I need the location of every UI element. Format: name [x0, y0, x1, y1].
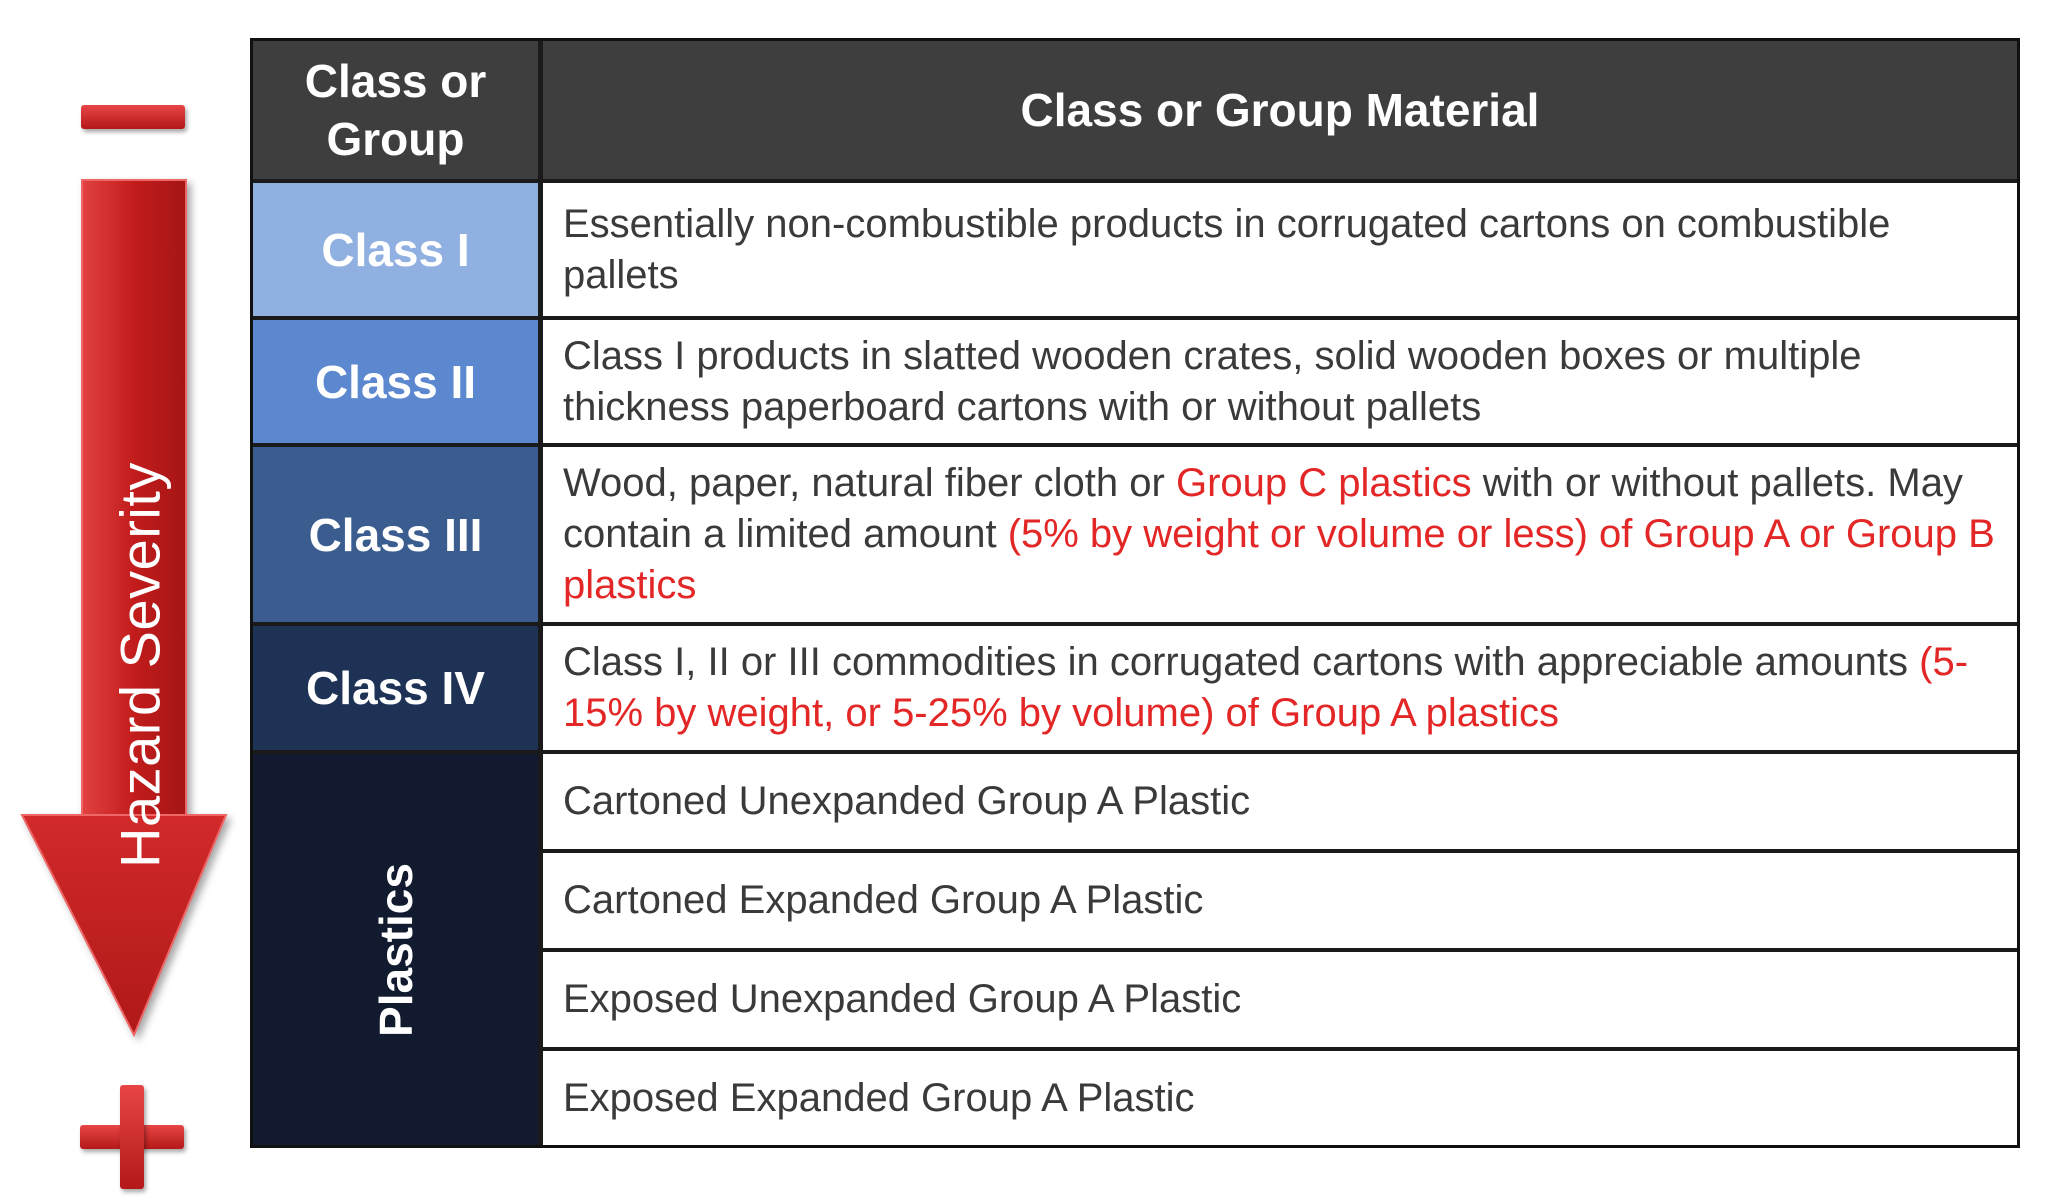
plastics-item: Cartoned Expanded Group A Plastic — [543, 853, 2017, 948]
group-c-plastics-highlight: Group C plastics — [1175, 461, 1472, 505]
class-ii-description-text: Class I products in slatted wooden crate… — [563, 333, 1862, 429]
commodity-class-table: Class or Group Class or Group Material C… — [250, 38, 2020, 1148]
plastics-item: Exposed Expanded Group A Plastic — [543, 1051, 2017, 1145]
class-iii-description: Wood, paper, natural fiber cloth or Grou… — [543, 447, 2017, 622]
class-i-cell: Class I — [253, 183, 538, 316]
plastics-item-text: Cartoned Expanded Group A Plastic — [563, 878, 1204, 922]
plastics-item-text: Cartoned Unexpanded Group A Plastic — [563, 779, 1251, 823]
class-iii-cell: Class III — [253, 447, 538, 622]
down-arrow-icon — [20, 179, 228, 1038]
class-iii-limit-highlight: (5% by weight or volume or less) of Grou… — [563, 512, 1995, 607]
class-ii-cell: Class II — [253, 320, 538, 443]
plastics-label: Plastics — [369, 862, 422, 1037]
plus-icon — [80, 1085, 184, 1189]
class-i-description-text: Essentially non-combustible products in … — [563, 201, 1891, 297]
class-iv-cell: Class IV — [253, 626, 538, 750]
class-iii-text-2: with or without pallets. May contain a l… — [563, 461, 1963, 556]
plastics-item: Cartoned Unexpanded Group A Plastic — [543, 754, 2017, 849]
plastics-item-text: Exposed Expanded Group A Plastic — [563, 1075, 1195, 1120]
class-ii-description: Class I products in slatted wooden crate… — [543, 320, 2017, 443]
class-iv-text-1: Class I, II or III commodities in corrug… — [563, 640, 1920, 684]
class-iv-description: Class I, II or III commodities in corrug… — [543, 626, 2017, 750]
minus-icon — [81, 105, 185, 129]
plastics-item-text: Exposed Unexpanded Group A Plastic — [563, 977, 1242, 1021]
plastics-cell: Plastics — [253, 754, 538, 1145]
class-iv-amount-highlight: (5-15% by weight, or 5-25% by volume) of… — [563, 640, 1969, 735]
header-class-or-group-material: Class or Group Material — [543, 41, 2017, 179]
hazard-severity-label: Hazard Severity — [108, 462, 172, 868]
class-i-description: Essentially non-combustible products in … — [543, 183, 2017, 316]
class-iii-text-1: Wood, paper, natural fiber cloth or — [563, 461, 1176, 505]
plastics-item: Exposed Unexpanded Group A Plastic — [543, 952, 2017, 1047]
hazard-severity-indicator: Hazard Severity — [20, 95, 230, 1189]
header-class-or-group: Class or Group — [253, 41, 538, 179]
